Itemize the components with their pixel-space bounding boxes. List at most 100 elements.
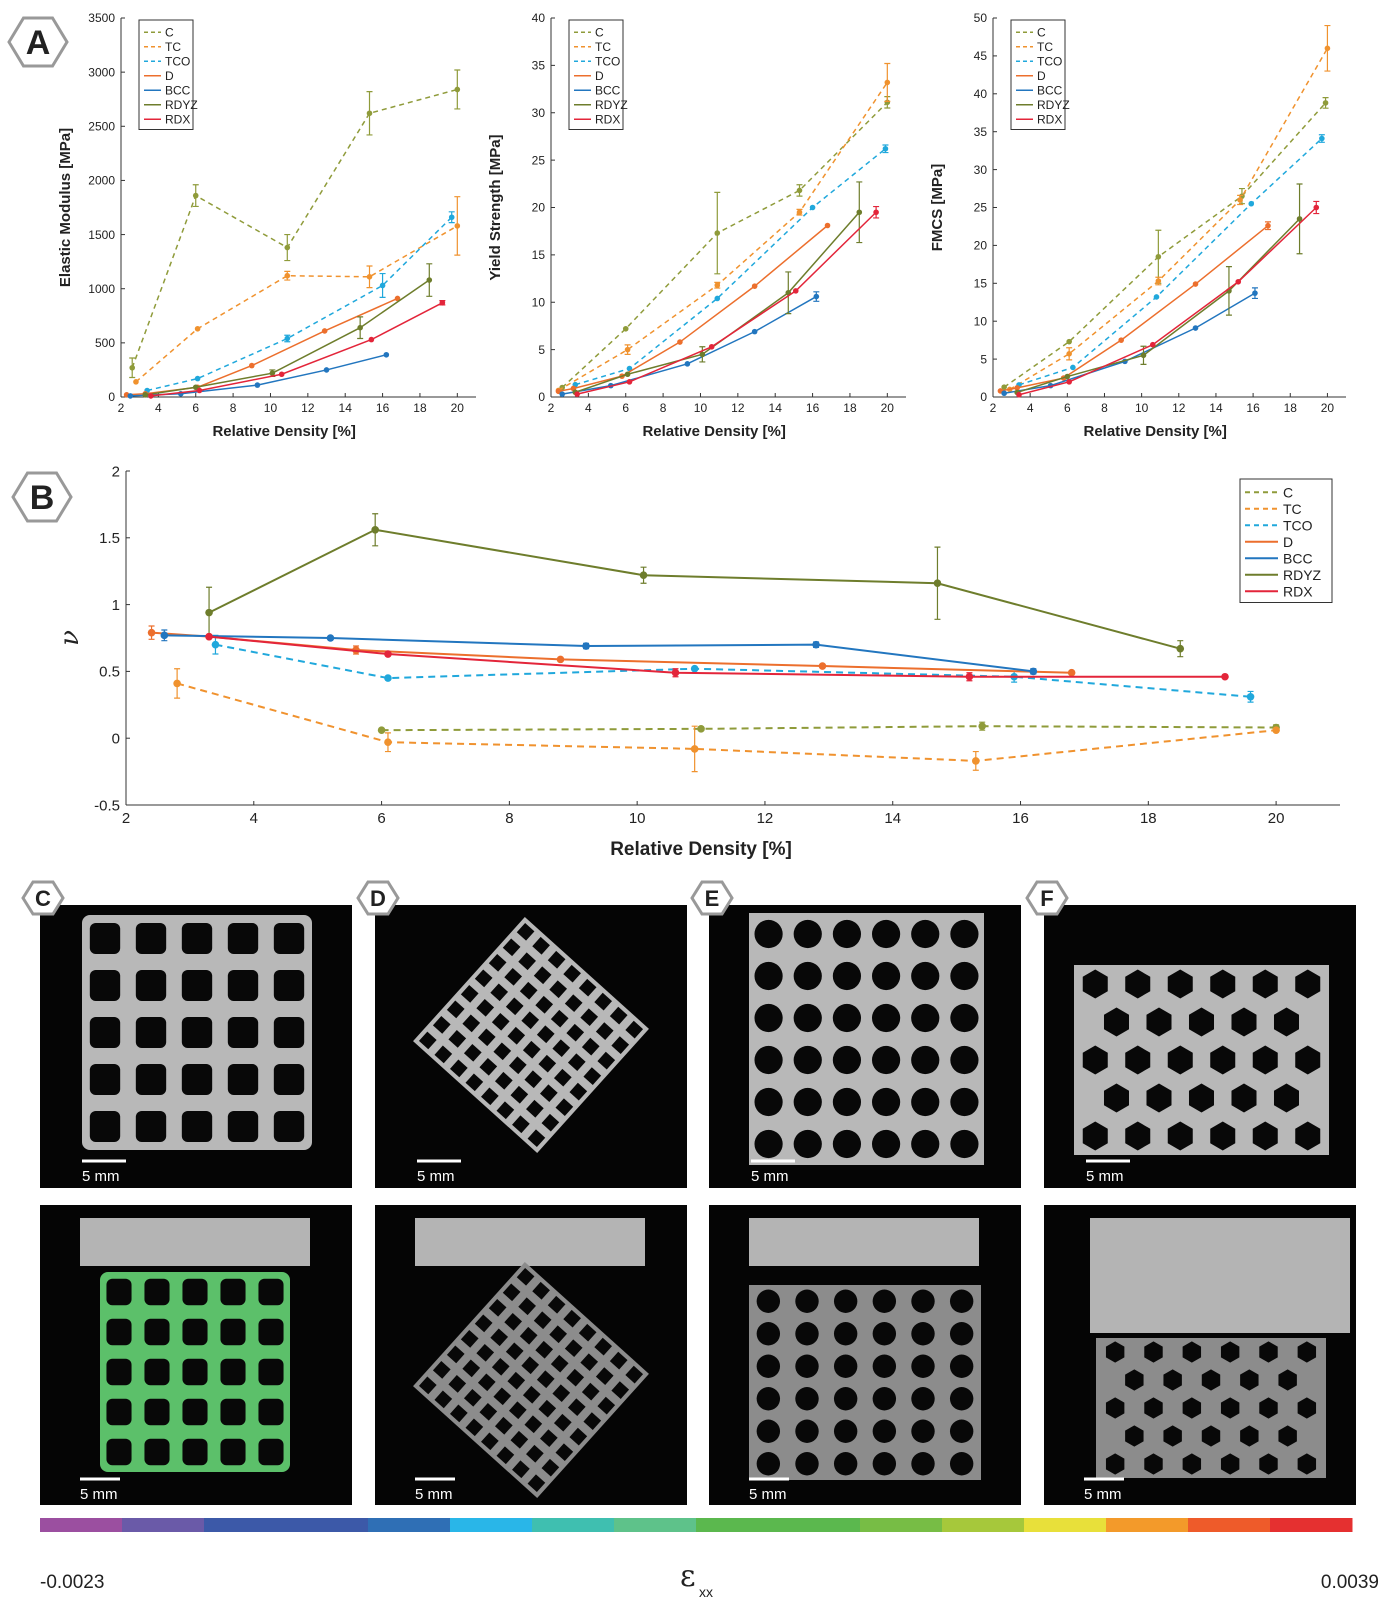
data-point [1248,200,1255,207]
data-point [1029,667,1038,676]
lattice-hole [795,1419,819,1443]
y-tick-label: 1000 [88,282,115,296]
colorbar-segment [204,1518,287,1532]
colorbar-segment [1188,1518,1271,1532]
lattice-hole [595,1367,614,1385]
x-tick-label: 18 [1284,401,1298,415]
y-tick-label: 1 [112,597,120,614]
lattice-hole [273,1016,305,1049]
lattice-hole [541,1458,560,1477]
lattice-hole [106,1398,132,1426]
lattice-frame [413,1262,649,1498]
lattice-hole [911,1452,935,1476]
y-axis-label: FMCS [MPa] [929,164,946,252]
lattice-hole [872,1419,897,1443]
lattice-hole [872,1289,897,1313]
x-axis-label: Relative Density [%] [1084,423,1227,440]
lattice-hole [521,1356,540,1375]
y-tick-label: 35 [532,59,546,73]
data-point [1066,350,1072,357]
lattice-hole [871,1087,901,1117]
data-point [559,391,566,397]
x-tick-label: 2 [990,401,997,415]
series-line [562,295,817,395]
y-tick-label: 0.5 [99,664,120,681]
lattice-hole [1278,1425,1297,1447]
lattice-hole [106,1438,132,1466]
scale-bar-label: 5 mm [1086,1168,1124,1185]
x-tick-label: 20 [881,401,895,415]
lattice-hole [106,1318,132,1346]
legend-label: TC [1283,501,1302,517]
data-point [624,371,631,378]
data-point [192,192,199,199]
lattice-hole [1295,969,1321,999]
lattice-hole [580,1353,599,1372]
lattice-hole [477,1373,496,1392]
colorbar-segment [778,1518,861,1532]
y-axis-label: Yield Strength [MPa] [487,134,504,280]
data-point [368,336,375,343]
legend-label: RDYZ [1283,567,1322,583]
lattice-hole [1259,1341,1278,1363]
y-tick-label: 1500 [88,228,115,242]
x-tick-label: 2 [548,401,555,415]
lattice [1074,965,1329,1155]
lattice-hole [474,969,493,988]
series-line [151,631,1072,674]
data-point [454,223,461,229]
data-point [792,288,799,294]
x-tick-label: 14 [884,810,901,827]
lattice-hole [1182,1397,1202,1419]
lattice-hole [504,1312,523,1331]
x-tick-label: 12 [731,401,745,415]
data-point [448,214,455,221]
lattice-hole [462,1014,481,1033]
lattice-hole [950,961,979,991]
x-tick-label: 8 [230,401,237,415]
series-line [164,634,1034,673]
lattice-hole [871,1045,901,1075]
data-point [160,631,169,640]
colorbar-segment [1106,1518,1189,1532]
data-point [699,351,706,358]
lattice-rot [413,917,649,1153]
lattice-hole [505,997,524,1016]
lattice-hole [182,1358,208,1386]
lattice [749,1285,981,1480]
lattice-hole [1103,1083,1130,1113]
legend-box [568,19,624,130]
data-point [624,346,631,353]
x-tick-label: 16 [1246,401,1260,415]
lattice-hole [1125,1045,1151,1075]
lattice-hole [463,1043,482,1062]
data-point [1066,338,1072,345]
lattice-hole [477,1028,496,1047]
data-point [751,283,758,289]
lattice-hole [144,1398,170,1426]
lattice-hole [833,1452,858,1476]
lattice-hole [1297,1397,1317,1419]
lattice-hole [871,961,901,991]
lattice-hole [1125,969,1151,999]
lattice-hole [446,1345,465,1364]
colorbar-label: ε [680,1559,696,1594]
lattice-hole [872,1387,897,1411]
x-tick-label: 20 [1321,401,1335,415]
x-tick-label: 20 [451,401,465,415]
lattice-hole [949,1419,974,1443]
lattice-hole [832,1003,862,1033]
lattice-hole [490,983,509,1002]
data-point [284,244,291,251]
data-point [321,328,328,334]
lattice-hole [872,1354,897,1378]
lattice-hole [555,1098,574,1117]
y-tick-label: 2 [112,463,120,480]
lattice-hole [552,1039,571,1058]
lattice-hole [144,1278,170,1306]
data-point [192,384,199,391]
data-point [1153,294,1160,300]
lattice-hole [476,998,495,1017]
y-tick-label: 0 [108,390,115,404]
data-point [622,325,629,332]
